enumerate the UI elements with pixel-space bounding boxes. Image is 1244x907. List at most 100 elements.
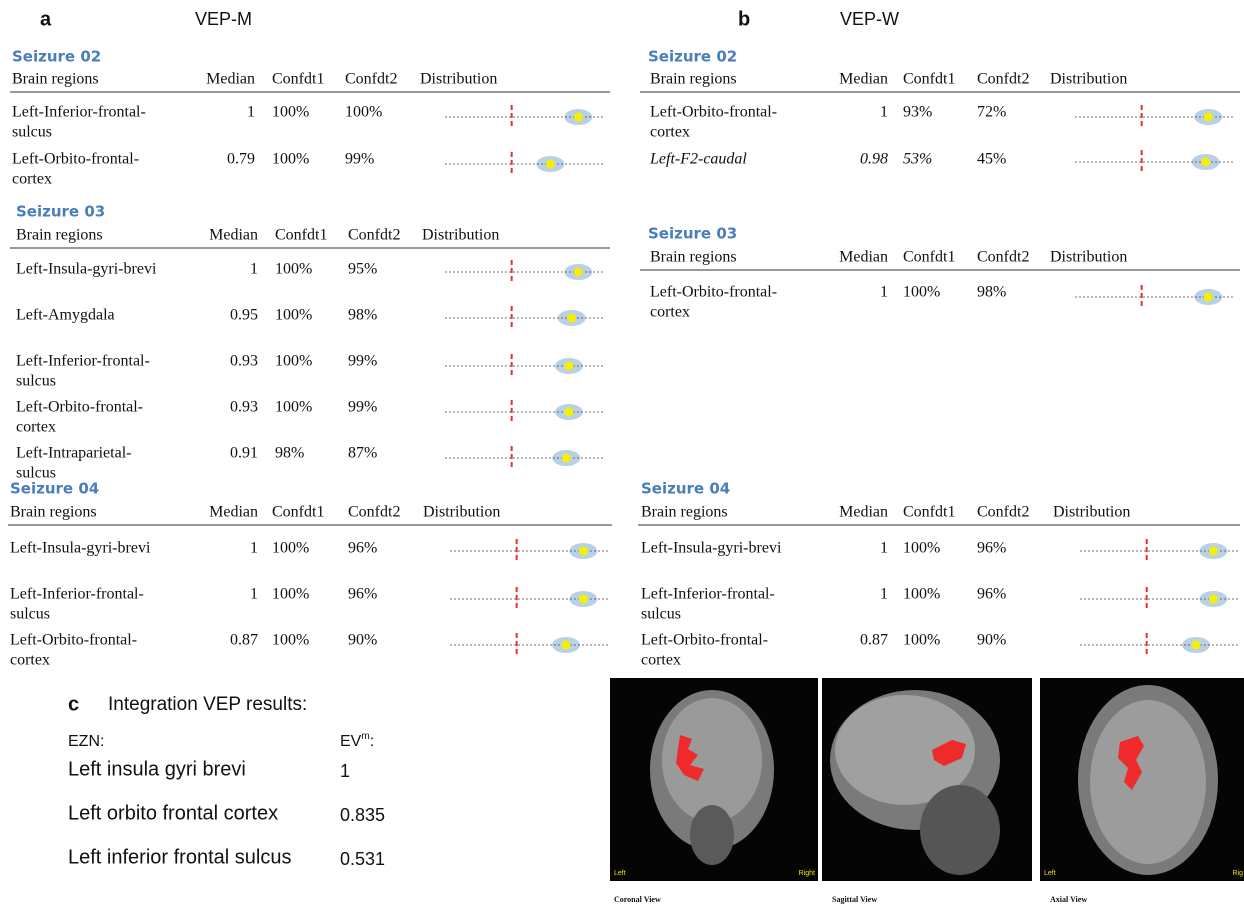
median: 0.87 — [230, 632, 258, 649]
side-label: Left — [614, 870, 626, 877]
column-header: Brain regions — [650, 249, 737, 266]
region: Left-Insula-gyri-brevi — [10, 540, 151, 557]
column-header: Confdt1 — [272, 504, 324, 521]
confdt2: 98% — [977, 284, 1006, 301]
region: Left-Orbito-frontal- — [12, 151, 139, 168]
median-dot — [564, 361, 574, 371]
column-header: Confdt2 — [977, 249, 1029, 266]
median-dot — [545, 159, 555, 169]
column-header: Distribution — [423, 504, 500, 521]
region: Left-Orbito-frontal- — [16, 399, 143, 416]
median: 0.95 — [230, 307, 258, 324]
caption: Coronal View — [614, 895, 661, 904]
confdt1: 53% — [903, 151, 932, 168]
confdt2: 96% — [977, 586, 1006, 603]
column-header: Confdt1 — [903, 504, 955, 521]
region: Left-Orbito-frontal- — [650, 284, 777, 301]
seizure-title: Seizure 02 — [12, 48, 101, 66]
region: cortex — [650, 304, 690, 321]
column-header: EVm: — [340, 731, 374, 751]
confdt1: 100% — [275, 261, 312, 278]
confdt2: 96% — [977, 540, 1006, 557]
confdt2: 87% — [348, 445, 377, 462]
column-header: Median — [209, 227, 258, 244]
column-header: Brain regions — [641, 504, 728, 521]
median-dot — [1208, 594, 1218, 604]
median: 1 — [250, 586, 258, 603]
column-header: Confdt1 — [903, 249, 955, 266]
confdt2: 98% — [348, 307, 377, 324]
seizure-title: Seizure 03 — [648, 225, 737, 243]
column-header: Brain regions — [12, 71, 99, 88]
column-header: Confdt2 — [348, 227, 400, 244]
ev-value: 1 — [340, 761, 350, 781]
region: Left-Intraparietal- — [16, 445, 131, 462]
region: cortex — [10, 652, 50, 669]
confdt2: 99% — [348, 353, 377, 370]
side-label: Rig — [1232, 870, 1243, 877]
median: 1 — [250, 540, 258, 557]
median-dot — [561, 640, 571, 650]
column-header: Distribution — [420, 71, 497, 88]
column-header: Median — [206, 71, 255, 88]
median-dot — [1203, 112, 1213, 122]
region: sulcus — [10, 606, 50, 623]
column-header: Median — [839, 249, 888, 266]
confdt2: 45% — [977, 151, 1006, 168]
ezn-name: Left orbito frontal cortex — [68, 802, 278, 824]
neck — [690, 805, 734, 865]
median-dot — [1203, 292, 1213, 302]
median: 0.87 — [860, 632, 888, 649]
median-dot — [1191, 640, 1201, 650]
column-header: Confdt2 — [977, 504, 1029, 521]
panel-label: c — [68, 693, 79, 715]
panel-title: VEP-M — [195, 9, 252, 29]
brain — [1090, 700, 1206, 864]
median-dot — [567, 313, 577, 323]
confdt1: 100% — [272, 586, 309, 603]
confdt1: 100% — [903, 540, 940, 557]
median: 0.93 — [230, 353, 258, 370]
column-header: Distribution — [1053, 504, 1130, 521]
confdt1: 100% — [272, 104, 309, 121]
header-part: : — [370, 733, 374, 750]
region: cortex — [641, 652, 681, 669]
region: Left-Orbito-frontal- — [650, 104, 777, 121]
confdt2: 90% — [348, 632, 377, 649]
column-header: Distribution — [1050, 249, 1127, 266]
confdt2: 100% — [345, 104, 382, 121]
median: 1 — [247, 104, 255, 121]
mri-images: Left Right Coronal View Sagittal View Le… — [610, 678, 1244, 904]
seizure-title: Seizure 02 — [648, 48, 737, 66]
confdt2: 99% — [345, 151, 374, 168]
region: Left-Inferior-frontal- — [10, 586, 144, 603]
region: cortex — [16, 419, 56, 436]
ezn-name: Left inferior frontal sulcus — [68, 846, 291, 868]
column-header: Distribution — [422, 227, 499, 244]
panel-title: Integration VEP results: — [108, 694, 307, 715]
confdt2: 96% — [348, 586, 377, 603]
median: 1 — [880, 586, 888, 603]
caption: Axial View — [1050, 895, 1087, 904]
region: Left-F2-caudal — [649, 151, 747, 168]
confdt1: 100% — [275, 353, 312, 370]
median: 1 — [880, 284, 888, 301]
confdt2: 72% — [977, 104, 1006, 121]
median-dot — [1208, 546, 1218, 556]
column-header: Brain regions — [650, 71, 737, 88]
confdt1: 100% — [903, 632, 940, 649]
confdt1: 100% — [903, 284, 940, 301]
brain — [835, 695, 975, 805]
confdt2: 99% — [348, 399, 377, 416]
panel-label: a — [40, 8, 52, 30]
confdt1: 100% — [272, 151, 309, 168]
median: 0.93 — [230, 399, 258, 416]
confdt1: 100% — [275, 399, 312, 416]
median: 0.79 — [227, 151, 255, 168]
median-dot — [573, 112, 583, 122]
region: Left-Insula-gyri-brevi — [641, 540, 782, 557]
region: Left-Inferior-frontal- — [12, 104, 146, 121]
region: cortex — [650, 124, 690, 141]
panel-label: b — [738, 8, 750, 30]
